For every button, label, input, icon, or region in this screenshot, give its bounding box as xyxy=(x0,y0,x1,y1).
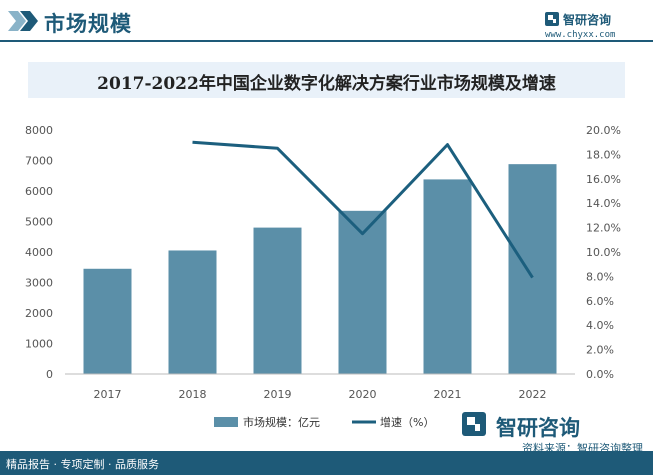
right-tick-label: 20.0% xyxy=(586,124,621,137)
page-header: 市场规模 智研咨询 www.chyxx.com xyxy=(0,0,653,44)
chart-title: 2017-2022年中国企业数字化解决方案行业市场规模及增速 xyxy=(97,74,556,94)
right-tick-label: 6.0% xyxy=(586,295,614,308)
x-tick-label: 2020 xyxy=(349,388,377,401)
header-chevron-icon xyxy=(8,11,38,31)
x-axis: 2017 2018 2019 2020 2021 2022 xyxy=(65,373,575,401)
x-tick-label: 2022 xyxy=(519,388,547,401)
brand-logo-icon xyxy=(545,12,559,26)
left-tick-label: 4000 xyxy=(25,246,53,259)
legend-line-label: 增速（%） xyxy=(380,415,434,429)
legend-bar-label: 市场规模：亿元 xyxy=(243,415,320,429)
page-title: 市场规模 xyxy=(44,12,132,36)
left-tick-label: 8000 xyxy=(25,124,53,137)
x-tick-label: 2019 xyxy=(264,388,292,401)
left-tick-label: 0 xyxy=(46,368,53,381)
right-tick-label: 12.0% xyxy=(586,222,621,235)
left-tick-label: 7000 xyxy=(25,155,53,168)
right-tick-label: 10.0% xyxy=(586,246,621,259)
left-axis-ticks: 0 1000 2000 3000 4000 5000 6000 7000 8000 xyxy=(25,124,53,381)
right-tick-label: 4.0% xyxy=(586,319,614,332)
source-logo-icon xyxy=(462,412,486,436)
bar-2022 xyxy=(508,164,557,374)
left-tick-label: 5000 xyxy=(25,216,53,229)
legend-bar-swatch xyxy=(214,417,238,427)
left-tick-label: 1000 xyxy=(25,338,53,351)
brand-url: www.chyxx.com xyxy=(545,30,616,40)
bar-2019 xyxy=(253,227,302,374)
right-tick-label: 16.0% xyxy=(586,173,621,186)
left-tick-label: 6000 xyxy=(25,185,53,198)
source-logo-text: 智研咨询 xyxy=(496,416,580,440)
right-axis-ticks: 0.0% 2.0% 4.0% 6.0% 8.0% 10.0% 12.0% 14.0% 16.0%… xyxy=(586,124,621,381)
bar-2018 xyxy=(168,250,217,374)
left-tick-label: 3000 xyxy=(25,277,53,290)
bar-series xyxy=(83,164,557,374)
chart-title-banner: 2017-2022年中国企业数字化解决方案行业市场规模及增速 xyxy=(28,62,625,98)
source-logo: 智研咨询 xyxy=(462,412,644,440)
footer-slogan: 精品报告 · 专项定制 · 品质服务 xyxy=(6,458,159,471)
page-footer: 精品报告 · 专项定制 · 品质服务 xyxy=(0,451,653,475)
line-series xyxy=(192,140,534,279)
x-tick-label: 2021 xyxy=(434,388,462,401)
x-tick-label: 2017 xyxy=(94,388,122,401)
bar-2017 xyxy=(83,268,132,374)
left-tick-label: 2000 xyxy=(25,307,53,320)
bar-2021 xyxy=(423,179,472,374)
bar-2020 xyxy=(338,210,387,374)
right-tick-label: 18.0% xyxy=(586,148,621,161)
brand-logo: 智研咨询 www.chyxx.com xyxy=(545,10,635,44)
header-divider xyxy=(0,40,653,42)
right-tick-label: 0.0% xyxy=(586,368,614,381)
right-tick-label: 2.0% xyxy=(586,344,614,357)
legend: 市场规模：亿元 增速（%） xyxy=(214,415,434,429)
x-tick-label: 2018 xyxy=(179,388,207,401)
right-tick-label: 14.0% xyxy=(586,197,621,210)
right-tick-label: 8.0% xyxy=(586,270,614,283)
brand-name: 智研咨询 xyxy=(563,13,612,27)
